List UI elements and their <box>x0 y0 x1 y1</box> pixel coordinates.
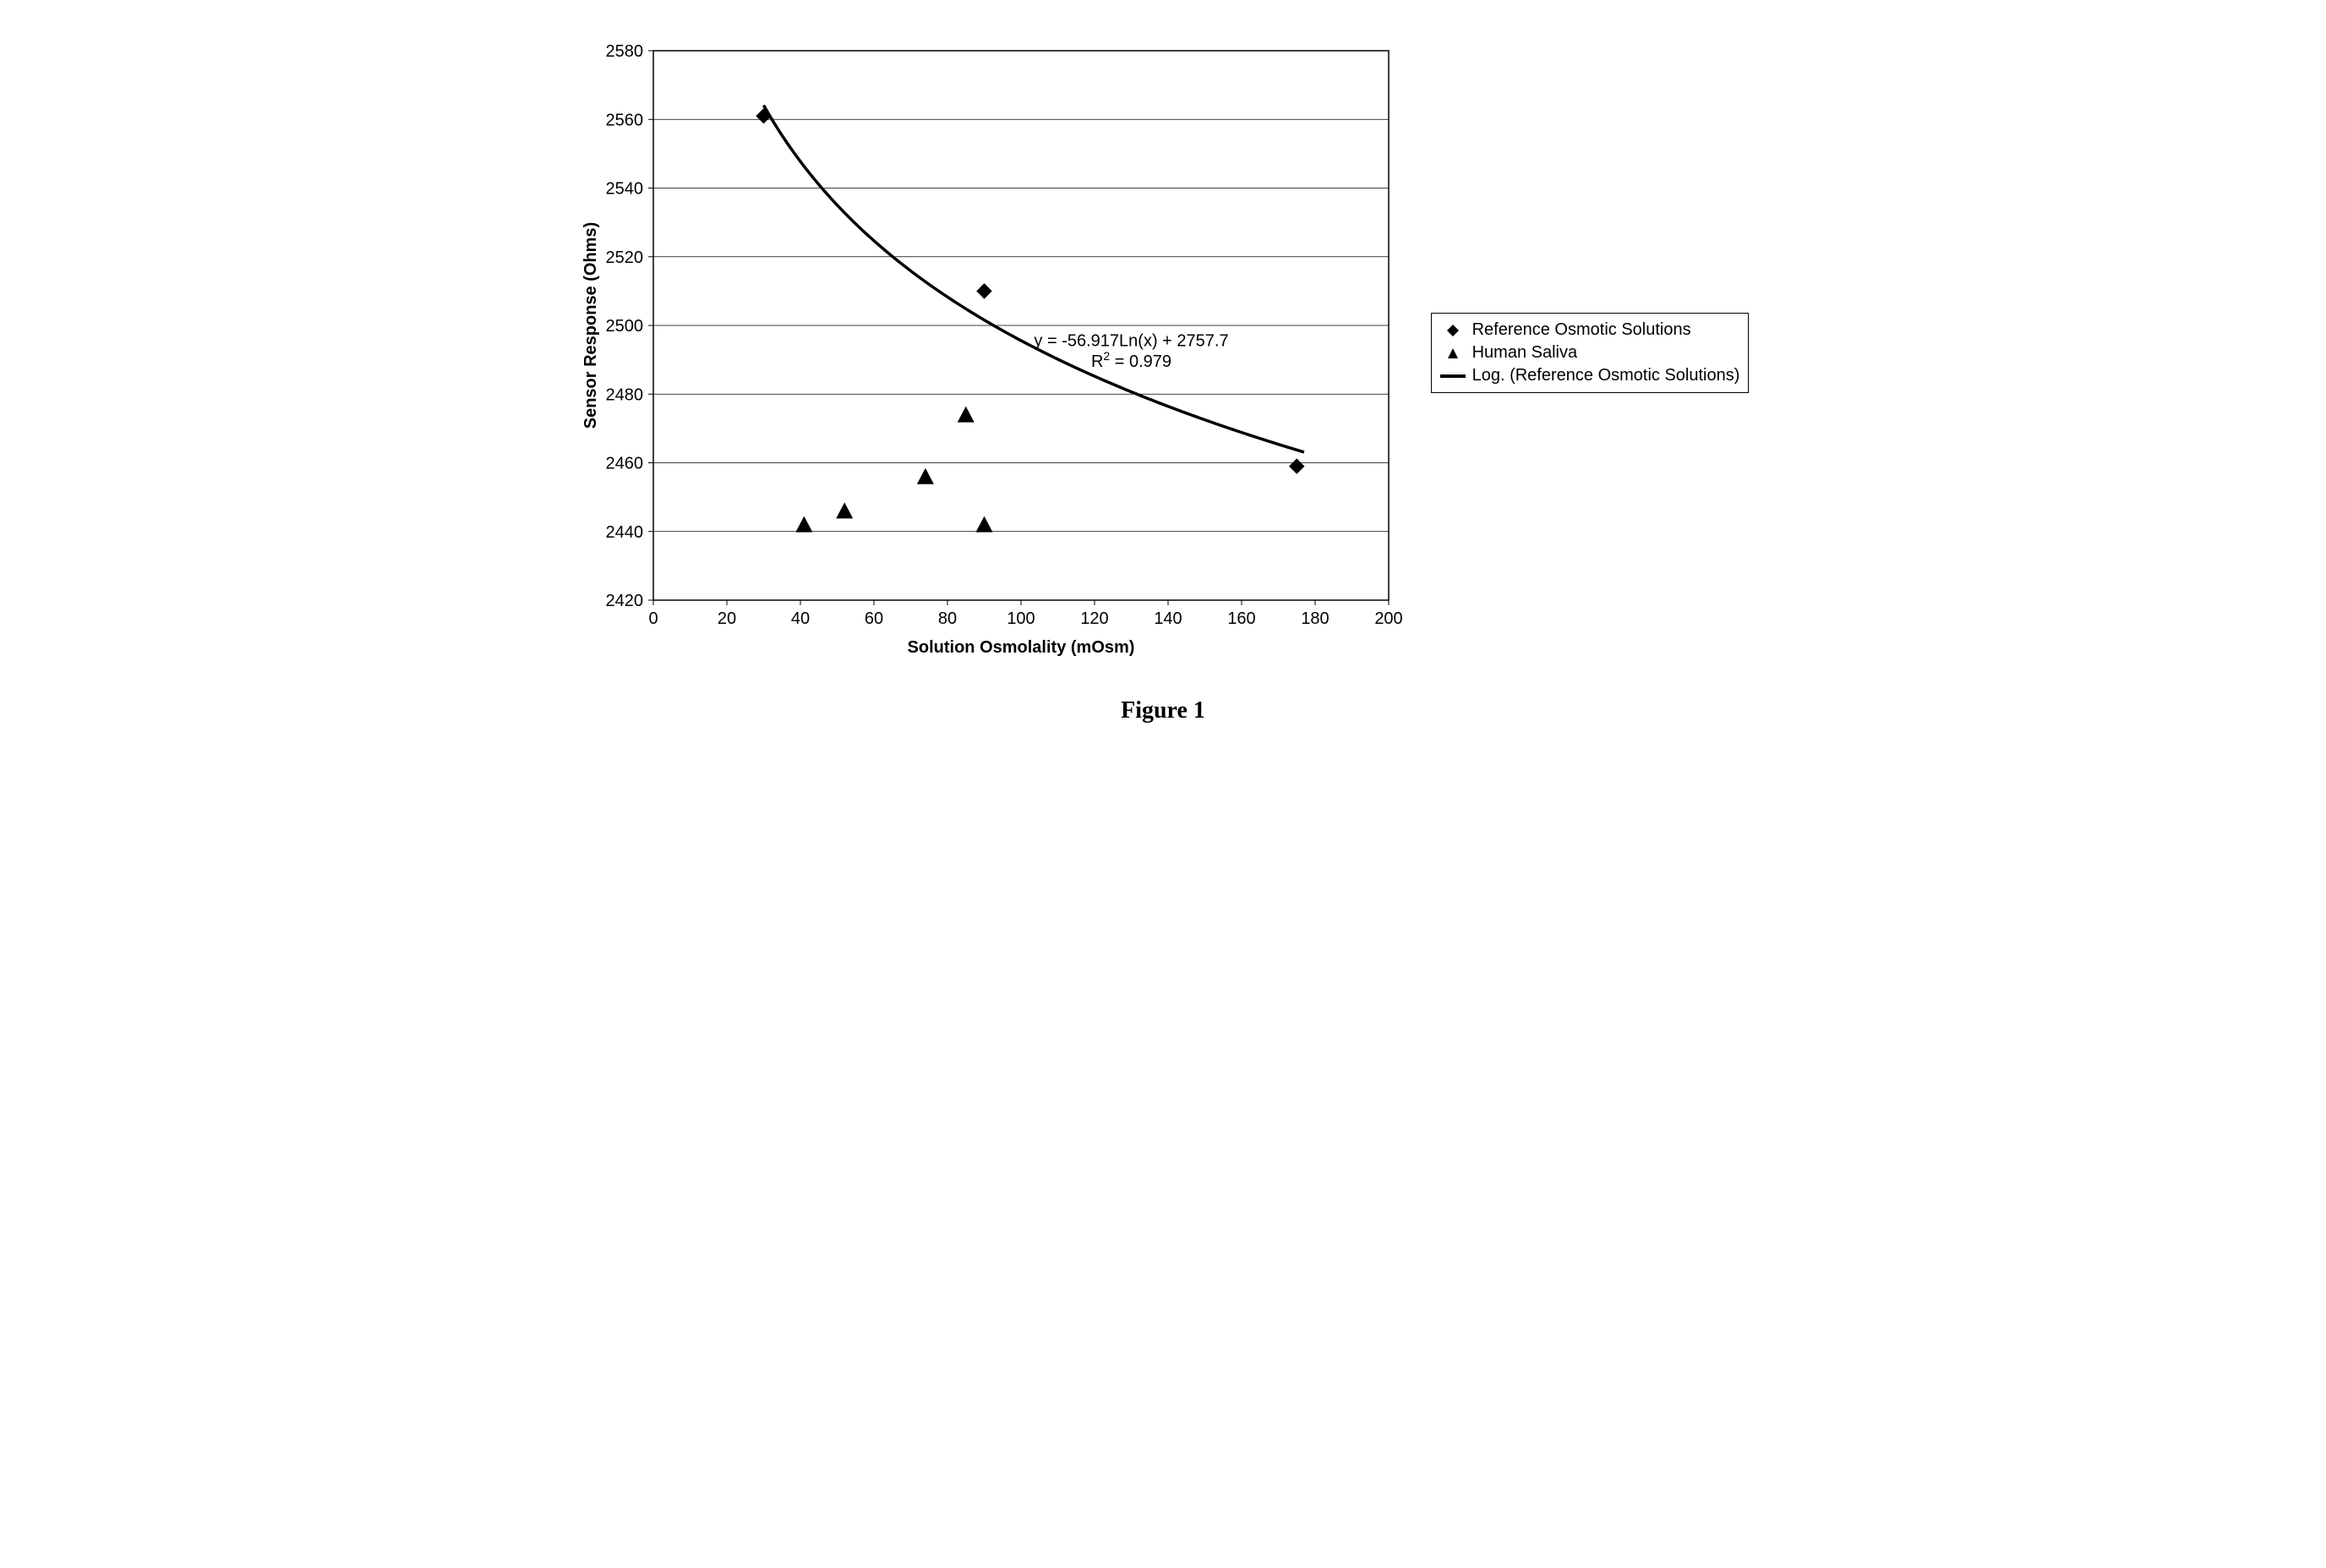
svg-text:2520: 2520 <box>605 249 643 267</box>
svg-text:2540: 2540 <box>605 180 643 199</box>
svg-text:2420: 2420 <box>605 592 643 610</box>
svg-text:2500: 2500 <box>605 317 643 336</box>
svg-text:140: 140 <box>1154 609 1182 628</box>
svg-text:0: 0 <box>648 609 658 628</box>
svg-text:2460: 2460 <box>605 455 643 473</box>
svg-text:Sensor Response (Ohms): Sensor Response (Ohms) <box>582 222 600 429</box>
svg-text:2560: 2560 <box>605 111 643 129</box>
figure-caption: Figure 1 <box>1121 697 1205 724</box>
svg-text:120: 120 <box>1080 609 1108 628</box>
svg-text:20: 20 <box>717 609 735 628</box>
svg-text:200: 200 <box>1374 609 1402 628</box>
svg-text:80: 80 <box>937 609 956 628</box>
svg-text:60: 60 <box>864 609 882 628</box>
legend-label-saliva: Human Saliva <box>1472 343 1578 363</box>
diamond-icon <box>1440 324 1466 337</box>
svg-text:180: 180 <box>1301 609 1329 628</box>
svg-text:100: 100 <box>1007 609 1035 628</box>
legend-label-reference: Reference Osmotic Solutions <box>1472 320 1691 340</box>
line-icon <box>1440 369 1466 383</box>
legend-row-saliva: Human Saliva <box>1440 341 1740 364</box>
svg-text:2440: 2440 <box>605 523 643 542</box>
svg-text:160: 160 <box>1227 609 1255 628</box>
chart-container: 2420 2440 2460 2480 2500 2520 2540 2560 2580 0 20 4… <box>577 34 1406 672</box>
chart-row: 2420 2440 2460 2480 2500 2520 2540 2560 2580 0 20 4… <box>577 34 1750 672</box>
legend-row-reference: Reference Osmotic Solutions <box>1440 319 1740 341</box>
svg-text:Solution Osmolality (mOsm): Solution Osmolality (mOsm) <box>907 638 1134 657</box>
legend-row-curve: Log. (Reference Osmotic Solutions) <box>1440 364 1740 387</box>
svg-text:y = -56.917Ln(x) + 2757.7: y = -56.917Ln(x) + 2757.7 <box>1034 331 1228 350</box>
chart-svg: 2420 2440 2460 2480 2500 2520 2540 2560 2580 0 20 4… <box>577 34 1406 668</box>
svg-text:40: 40 <box>790 609 809 628</box>
svg-text:2580: 2580 <box>605 42 643 61</box>
legend-box: Reference Osmotic Solutions Human Saliva… <box>1431 313 1750 393</box>
figure-wrap: 2420 2440 2460 2480 2500 2520 2540 2560 2580 0 20 4… <box>34 34 2292 724</box>
svg-text:2480: 2480 <box>605 385 643 404</box>
legend-label-curve: Log. (Reference Osmotic Solutions) <box>1472 366 1740 385</box>
triangle-icon <box>1440 347 1466 360</box>
svg-text:R2 = 0.979: R2 = 0.979 <box>1091 349 1171 371</box>
